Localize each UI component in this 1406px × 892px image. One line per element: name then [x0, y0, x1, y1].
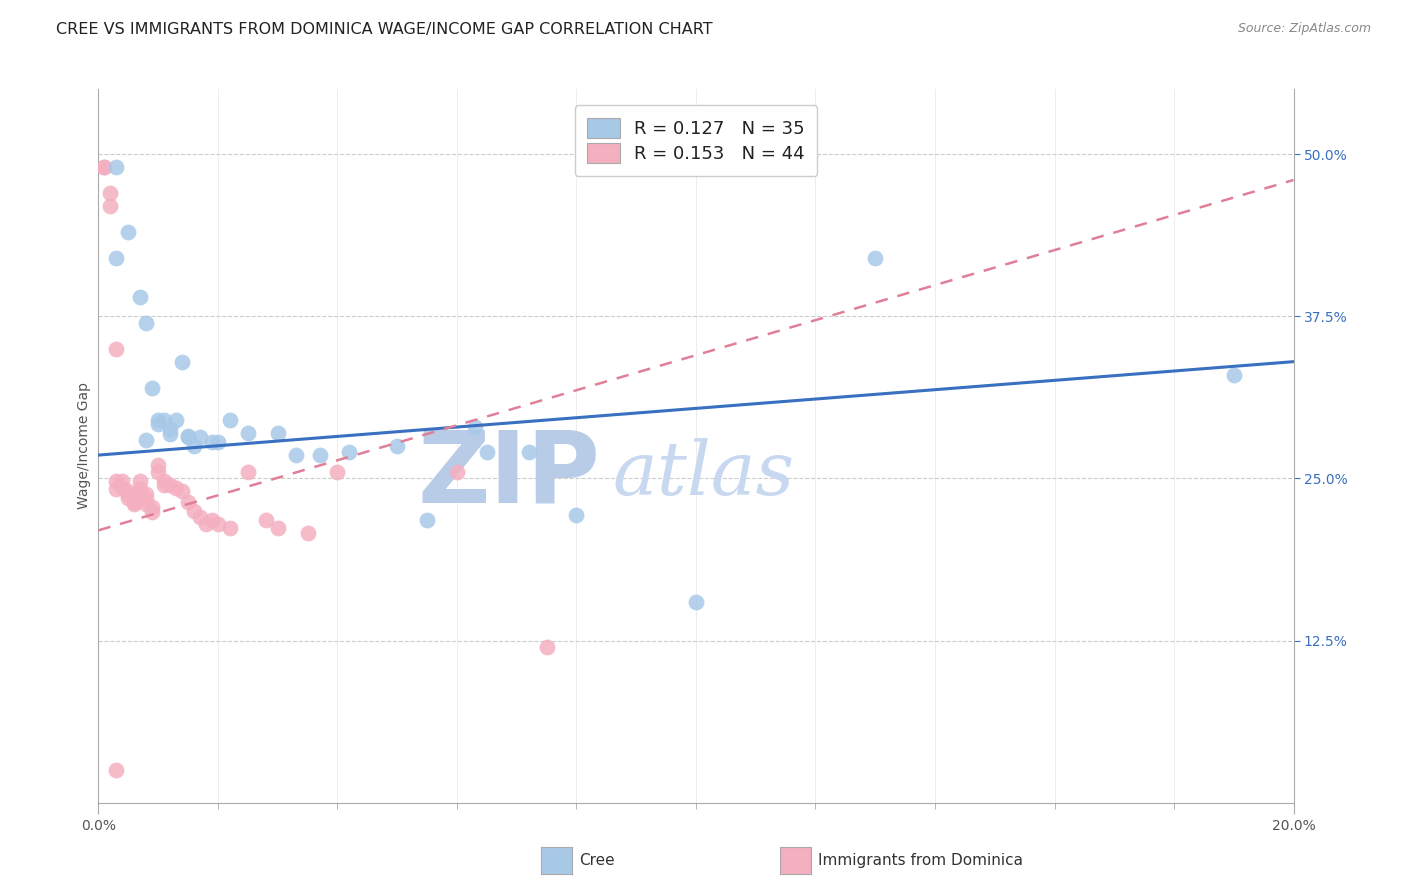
Point: [446, 465, 468, 479]
Text: ZIP: ZIP: [418, 426, 600, 523]
Point: [165, 481, 187, 495]
Point: [326, 465, 349, 479]
Point: [129, 484, 152, 499]
Point: [385, 439, 409, 453]
Point: [124, 495, 146, 509]
Text: CREE VS IMMIGRANTS FROM DOMINICA WAGE/INCOME GAP CORRELATION CHART: CREE VS IMMIGRANTS FROM DOMINICA WAGE/IN…: [56, 22, 713, 37]
Point: [124, 497, 146, 511]
Point: [105, 474, 128, 488]
Legend: R = 0.127   N = 35, R = 0.153   N = 44: R = 0.127 N = 35, R = 0.153 N = 44: [575, 105, 817, 176]
Point: [117, 487, 139, 501]
Point: [201, 435, 224, 450]
Text: Cree: Cree: [579, 854, 614, 868]
Point: [129, 482, 152, 496]
Point: [267, 425, 290, 440]
Point: [517, 445, 540, 459]
Text: Immigrants from Dominica: Immigrants from Dominica: [818, 854, 1024, 868]
Point: [183, 439, 205, 453]
Point: [177, 495, 200, 509]
Point: [111, 474, 134, 488]
Point: [1223, 368, 1246, 382]
Point: [172, 484, 194, 499]
Point: [98, 186, 122, 200]
Point: [236, 465, 259, 479]
Point: [565, 508, 588, 522]
Point: [308, 448, 330, 462]
Point: [416, 513, 439, 527]
Point: [219, 413, 242, 427]
Point: [148, 465, 170, 479]
Point: [105, 160, 128, 174]
Point: [339, 445, 361, 459]
Point: [117, 225, 139, 239]
Point: [172, 354, 194, 368]
Point: [207, 435, 229, 450]
Point: [135, 497, 157, 511]
Point: [153, 478, 176, 492]
Point: [93, 160, 115, 174]
Point: [135, 487, 157, 501]
Point: [141, 505, 163, 519]
Point: [135, 316, 157, 330]
Point: [153, 474, 176, 488]
Text: atlas: atlas: [613, 438, 794, 511]
Point: [98, 199, 122, 213]
Point: [148, 417, 170, 431]
Point: [129, 290, 152, 304]
Point: [267, 521, 290, 535]
Point: [159, 478, 181, 492]
Point: [105, 342, 128, 356]
Point: [236, 425, 259, 440]
Point: [159, 422, 181, 436]
Point: [117, 484, 139, 499]
Point: [159, 427, 181, 442]
Point: [685, 595, 707, 609]
Point: [111, 481, 134, 495]
Text: Source: ZipAtlas.com: Source: ZipAtlas.com: [1237, 22, 1371, 36]
Point: [201, 513, 224, 527]
Point: [284, 448, 307, 462]
Point: [105, 764, 128, 778]
Point: [177, 428, 200, 442]
Y-axis label: Wage/Income Gap: Wage/Income Gap: [77, 383, 91, 509]
Point: [297, 525, 319, 540]
Point: [135, 433, 157, 447]
Point: [183, 504, 205, 518]
Point: [148, 458, 170, 473]
Point: [105, 251, 128, 265]
Point: [148, 413, 170, 427]
Point: [464, 419, 486, 434]
Point: [135, 492, 157, 507]
Point: [865, 251, 887, 265]
Point: [177, 430, 200, 444]
Point: [219, 521, 242, 535]
Point: [141, 381, 163, 395]
Point: [188, 430, 211, 444]
Point: [105, 482, 128, 496]
Point: [141, 500, 163, 514]
Point: [153, 413, 176, 427]
Point: [536, 640, 558, 654]
Point: [188, 510, 211, 524]
Point: [117, 491, 139, 505]
Point: [254, 513, 277, 527]
Point: [93, 160, 115, 174]
Point: [207, 516, 229, 531]
Point: [475, 445, 498, 459]
Point: [165, 413, 187, 427]
Point: [195, 516, 218, 531]
Point: [129, 474, 152, 488]
